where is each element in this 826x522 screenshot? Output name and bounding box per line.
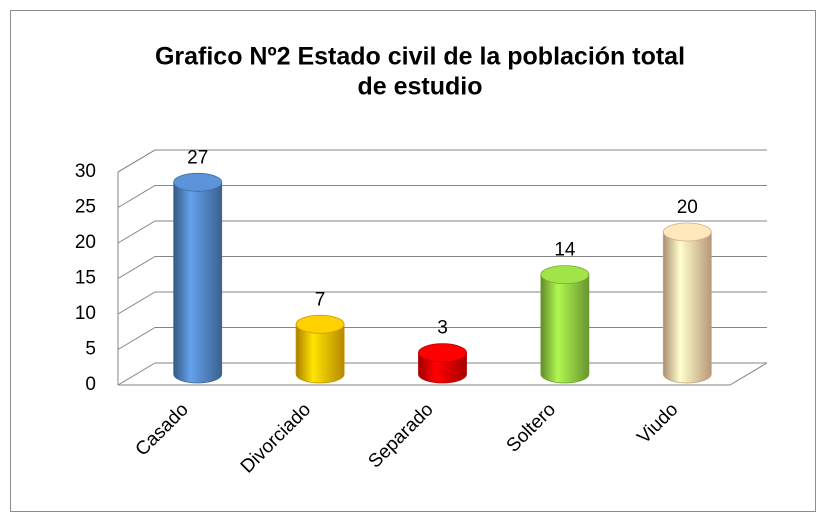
y-tick-label: 15 — [75, 268, 96, 289]
bar-body — [540, 274, 590, 384]
bar-body — [295, 323, 345, 384]
bar — [540, 265, 590, 384]
bar — [295, 314, 345, 384]
bar — [418, 343, 467, 384]
value-label: 7 — [315, 289, 326, 310]
y-tick-label: 30 — [75, 161, 96, 182]
bar — [662, 222, 712, 384]
bar-top — [662, 222, 712, 242]
chart-title: Grafico Nº2 Estado civil de la población… — [155, 43, 685, 71]
bar-body — [662, 231, 712, 384]
value-label: 14 — [554, 240, 576, 261]
y-tick-label: 10 — [75, 303, 96, 324]
value-label: 20 — [677, 197, 698, 218]
value-label: 3 — [437, 318, 448, 339]
bar-top — [173, 172, 223, 192]
y-tick-label: 25 — [75, 197, 96, 218]
floor — [118, 362, 768, 386]
value-label: 27 — [187, 147, 208, 168]
grid-line — [117, 149, 767, 173]
grid-line — [117, 220, 767, 244]
bar — [173, 172, 223, 384]
y-tick-label: 0 — [85, 374, 96, 395]
grid-line — [117, 256, 767, 279]
y-tick-label: 20 — [75, 232, 96, 253]
bar-top — [418, 343, 467, 363]
bar-top — [295, 314, 345, 334]
y-tick-label: 5 — [85, 339, 96, 360]
grid-line — [117, 185, 767, 208]
bar-top — [540, 265, 590, 285]
chart-title: de estudio — [357, 73, 482, 101]
bar-body — [173, 181, 223, 384]
